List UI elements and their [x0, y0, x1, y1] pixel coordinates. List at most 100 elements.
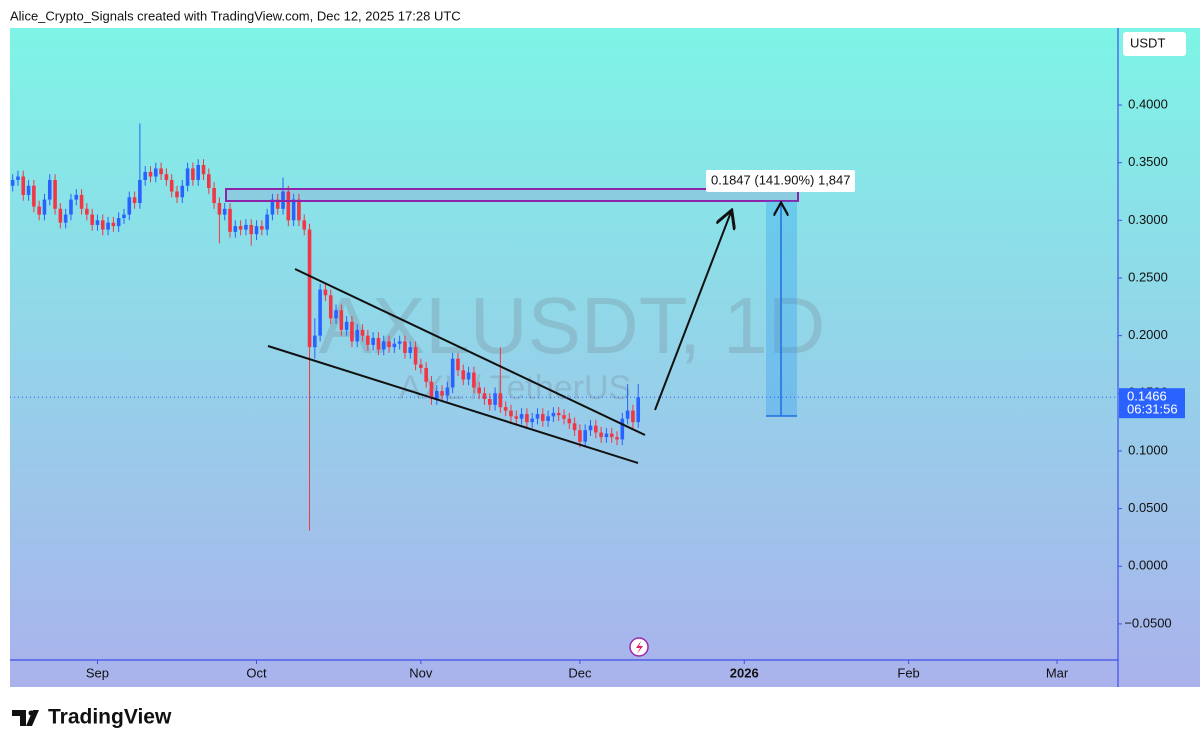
candle-body [387, 341, 391, 348]
candle-body [366, 335, 370, 345]
trendline-upper [294, 268, 646, 436]
candle-body [249, 224, 254, 235]
candle-body [185, 168, 190, 186]
chart-background [10, 28, 1200, 687]
candle-body [180, 185, 185, 198]
candle-body [572, 423, 577, 431]
candle-body [631, 410, 635, 423]
candle-body [90, 214, 94, 225]
candle-body [16, 176, 20, 180]
candle-body [32, 185, 36, 207]
watermark-subtitle: AXL / TetherUS [399, 369, 631, 407]
candle-body [636, 397, 641, 423]
candle-body [514, 416, 519, 419]
projection-arrow [654, 212, 731, 411]
candle-body [233, 226, 238, 232]
watermark: AXLUSDT, 1D [319, 281, 826, 370]
candle-body [562, 415, 566, 419]
candle-body [175, 191, 179, 198]
candle-body [472, 372, 476, 388]
candle-body [625, 410, 630, 419]
candle-body [143, 171, 147, 180]
measure-label-box [706, 170, 855, 192]
y-tick-label: 0.0000 [1128, 558, 1168, 573]
candle-body [525, 414, 529, 423]
candle-body [47, 179, 52, 200]
candle-body [270, 199, 275, 215]
candle-body [397, 341, 402, 344]
x-tick-label: Dec [568, 665, 592, 680]
brand-logo [12, 710, 39, 726]
candle-body [10, 179, 15, 186]
candle-body [153, 168, 158, 177]
candle-body [159, 168, 163, 175]
candle-body [323, 289, 328, 296]
candle-body [503, 407, 508, 411]
candle-body [116, 218, 121, 227]
candle-body [265, 214, 269, 230]
measure-label: 0.1847 (141.90%) 1,847 [711, 172, 851, 187]
candle-body [339, 310, 344, 330]
currency-box [1123, 32, 1186, 56]
candle-body [493, 393, 497, 405]
y-tick-label: 0.3000 [1128, 212, 1168, 227]
candle-body [164, 174, 169, 180]
candle-body [127, 197, 132, 215]
candle-body [408, 347, 413, 353]
candle-body [371, 337, 375, 345]
candle-body [419, 364, 423, 368]
candle-body [37, 206, 41, 215]
candle-body [207, 174, 211, 189]
y-tick-label: 0.2000 [1128, 327, 1168, 342]
candle-body [413, 347, 418, 365]
candle-body [122, 214, 126, 219]
candle-body [132, 197, 137, 204]
candle-body [519, 414, 524, 419]
candle-body [482, 393, 487, 400]
plot [10, 123, 641, 531]
candle-body [302, 220, 307, 230]
y-tick-label: 0.3500 [1128, 154, 1168, 169]
candle-body [487, 399, 492, 405]
y-tick-label: −0.0500 [1124, 615, 1171, 630]
y-tick-label: 0.2500 [1128, 269, 1168, 284]
candle-body [222, 208, 227, 215]
candle-body [275, 199, 280, 209]
candle-body [604, 433, 609, 438]
candle-body [95, 220, 100, 225]
x-tick-label: 2026 [730, 665, 759, 680]
resistance-zone [225, 188, 799, 202]
candle-body [21, 176, 26, 195]
candle-body [85, 208, 89, 215]
candle-body [620, 418, 625, 440]
candle-body [328, 295, 333, 319]
candle-body [509, 410, 513, 417]
candle-body [228, 208, 232, 232]
candle-body [403, 341, 407, 353]
candle-body [297, 199, 301, 221]
candle-body [196, 164, 201, 180]
candle-body [79, 194, 84, 209]
y-tick-label: 0.4000 [1128, 96, 1168, 111]
y-tick-label: 0.0500 [1128, 500, 1168, 515]
candle-body [445, 387, 450, 396]
trendline-lower [267, 345, 639, 464]
candle-body [350, 321, 354, 342]
countdown: 06:31:56 [1127, 402, 1178, 417]
candle-body [546, 416, 550, 421]
candle-body [461, 370, 466, 380]
last-price-box [1119, 388, 1185, 419]
candle-body [244, 224, 248, 230]
candle-body [466, 372, 471, 380]
candle-body [286, 191, 291, 221]
candle-body [169, 179, 174, 192]
x-tick-label: Feb [897, 665, 919, 680]
candle-body [567, 418, 572, 424]
candle-body [334, 310, 338, 319]
candle-body [148, 171, 153, 177]
candle-body [588, 425, 593, 431]
candle-body [138, 179, 142, 204]
candle-body [260, 226, 264, 230]
candle-body [434, 390, 439, 400]
